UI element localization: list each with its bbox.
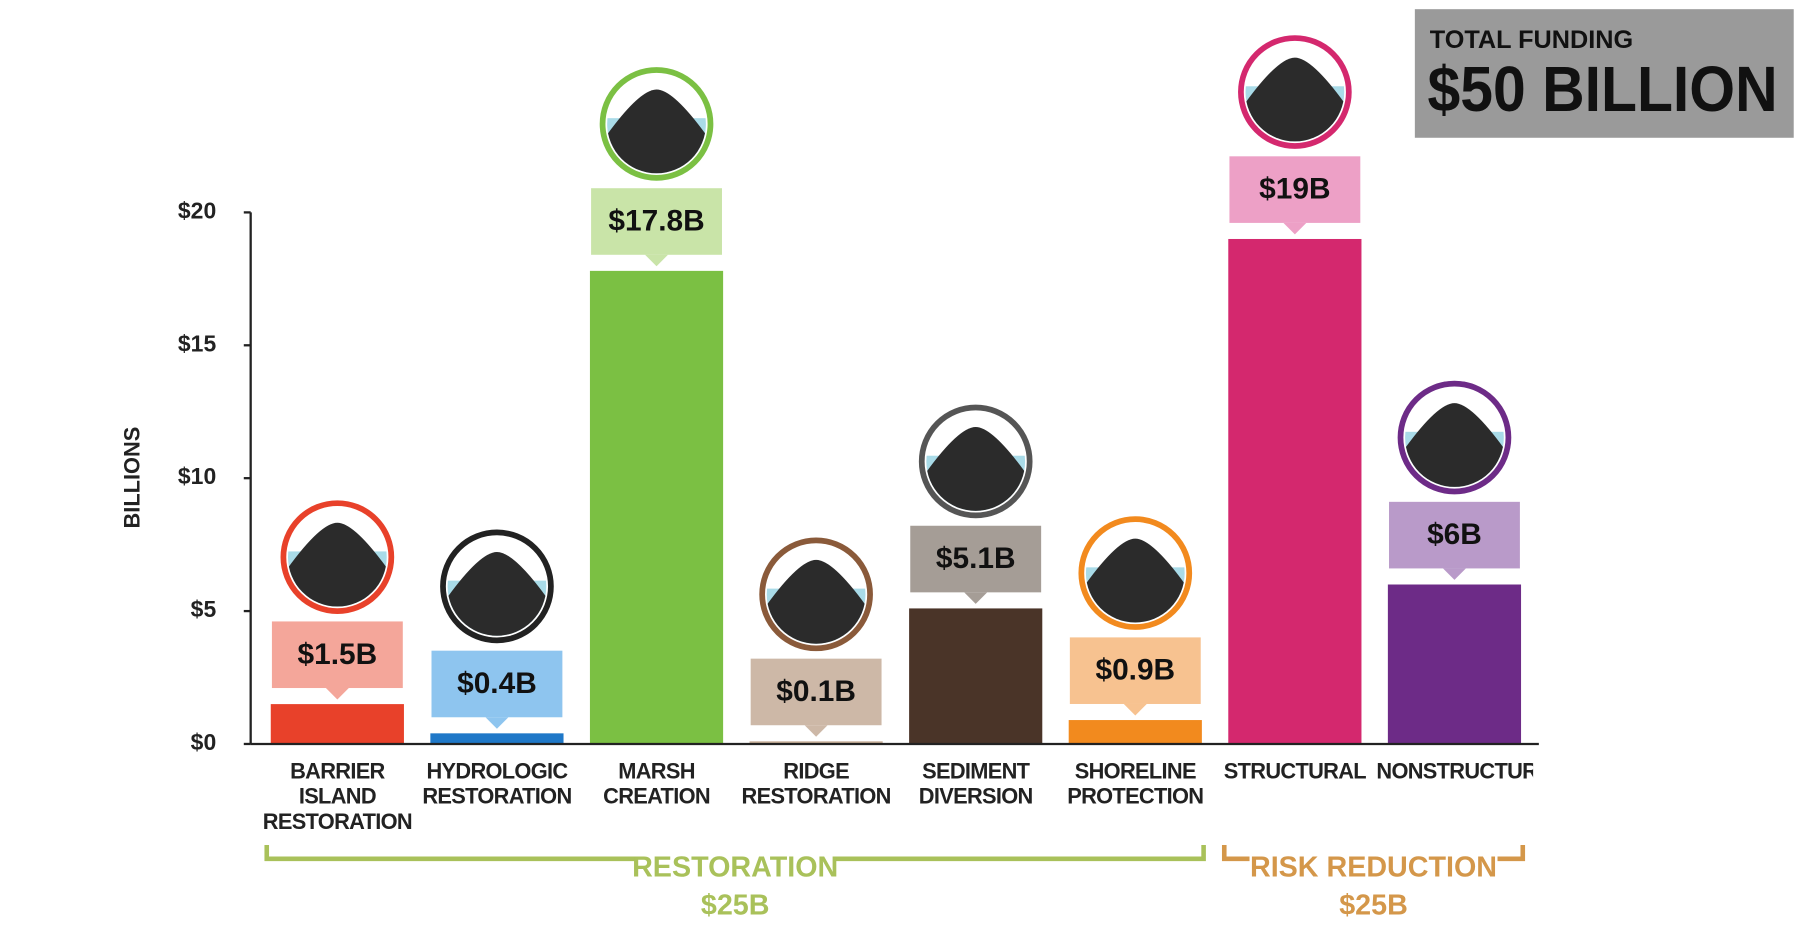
bar — [1068, 720, 1202, 744]
bar — [270, 704, 404, 744]
x-tick-label-box: HYDROLOGIC RESTORATION — [422, 760, 572, 810]
x-tick-label-box: SEDIMENT DIVERSION — [918, 760, 1033, 810]
value-label-pointer — [964, 592, 988, 604]
icon — [280, 500, 395, 614]
x-tick-label: BARRIER ISLAND RESTORATION — [262, 760, 413, 835]
icon-shape — [447, 551, 547, 636]
icon — [918, 404, 1033, 519]
y-tick-label: $10 — [178, 463, 216, 489]
x-tick-label: SHORELINE PROTECTION — [1067, 760, 1204, 810]
bar — [1387, 584, 1522, 744]
icon — [599, 67, 714, 181]
x-tick-label-box: SHORELINE PROTECTION — [1067, 760, 1204, 810]
icon-art — [1085, 538, 1185, 623]
icon-shape — [766, 559, 866, 644]
group-name: RISK REDUCTION — [1250, 852, 1497, 884]
value-label: $1.5B — [298, 638, 378, 671]
x-tick-label: SEDIMENT DIVERSION — [918, 760, 1033, 810]
icon-shape — [1085, 538, 1185, 623]
value-label-pointer — [485, 717, 509, 729]
bar — [909, 608, 1043, 744]
x-tick-label: MARSH CREATION — [603, 760, 710, 810]
icon-shape — [1245, 57, 1345, 142]
y-axis-label: BILLIONS — [119, 427, 144, 529]
total-label: TOTAL FUNDING — [1430, 26, 1633, 54]
x-tick-label: HYDROLOGIC RESTORATION — [422, 760, 572, 810]
value-label-box — [750, 658, 882, 726]
y-tick-label: $15 — [178, 330, 217, 356]
y-tick-label: $20 — [178, 197, 216, 223]
x-tick-label-box: STRUCTURAL — [1223, 760, 1367, 785]
value-label-box — [1389, 501, 1520, 569]
value-label-box — [271, 621, 403, 689]
icon — [759, 537, 873, 652]
value-label-box — [431, 650, 563, 718]
icon — [1078, 516, 1193, 630]
value-label-pointer — [1442, 568, 1466, 580]
value-label-box — [910, 525, 1042, 593]
value-label: $0.1B — [776, 675, 856, 708]
x-tick-label-box: RIDGE RESTORATION — [741, 760, 892, 810]
icon — [1397, 380, 1512, 495]
bar — [749, 741, 883, 744]
bar — [589, 270, 724, 744]
icon-art — [287, 522, 387, 607]
value-label-pointer — [804, 725, 828, 737]
icon-shape — [287, 522, 387, 607]
value-label: $17.8B — [608, 205, 704, 238]
value-label-box — [591, 188, 722, 255]
icon-shape — [607, 89, 706, 174]
value-label: $0.9B — [1095, 654, 1175, 687]
y-tick-label: $5 — [191, 596, 217, 622]
group-total: $25B — [1339, 890, 1408, 922]
icon — [440, 529, 554, 644]
group-bracket — [1221, 845, 1526, 862]
value-label: $5.1B — [936, 542, 1016, 575]
value-label-pointer — [1283, 222, 1307, 235]
y-tick-label: $0 — [191, 729, 217, 755]
value-label: $19B — [1259, 173, 1330, 206]
total-value: $50 BILLION — [1427, 53, 1777, 125]
group-total: $25B — [701, 890, 770, 922]
value-label-pointer — [645, 254, 669, 267]
bar — [1228, 238, 1362, 744]
x-tick-label-box: NONSTRUCTURAL — [1376, 760, 1532, 785]
x-tick-label: RIDGE RESTORATION — [741, 760, 892, 810]
x-tick-label-box: MARSH CREATION — [603, 760, 710, 810]
icon-art — [926, 427, 1026, 511]
value-label: $0.4B — [457, 667, 537, 700]
value-label-box — [1229, 156, 1361, 223]
value-label-box — [1069, 637, 1201, 704]
value-label-pointer — [1123, 703, 1147, 716]
icon-shape — [1405, 403, 1504, 487]
value-label-pointer — [325, 688, 349, 700]
x-tick-label: NONSTRUCTURAL — [1376, 760, 1532, 785]
total-box — [1414, 9, 1794, 138]
group-name: RESTORATION — [632, 852, 838, 884]
group-bracket — [264, 845, 1206, 862]
value-label: $6B — [1427, 518, 1482, 551]
x-tick-label-box: BARRIER ISLAND RESTORATION — [262, 760, 413, 835]
icon-shape — [926, 427, 1026, 511]
x-tick-label: STRUCTURAL — [1223, 760, 1367, 785]
icon — [1238, 35, 1352, 149]
bar — [430, 733, 564, 744]
